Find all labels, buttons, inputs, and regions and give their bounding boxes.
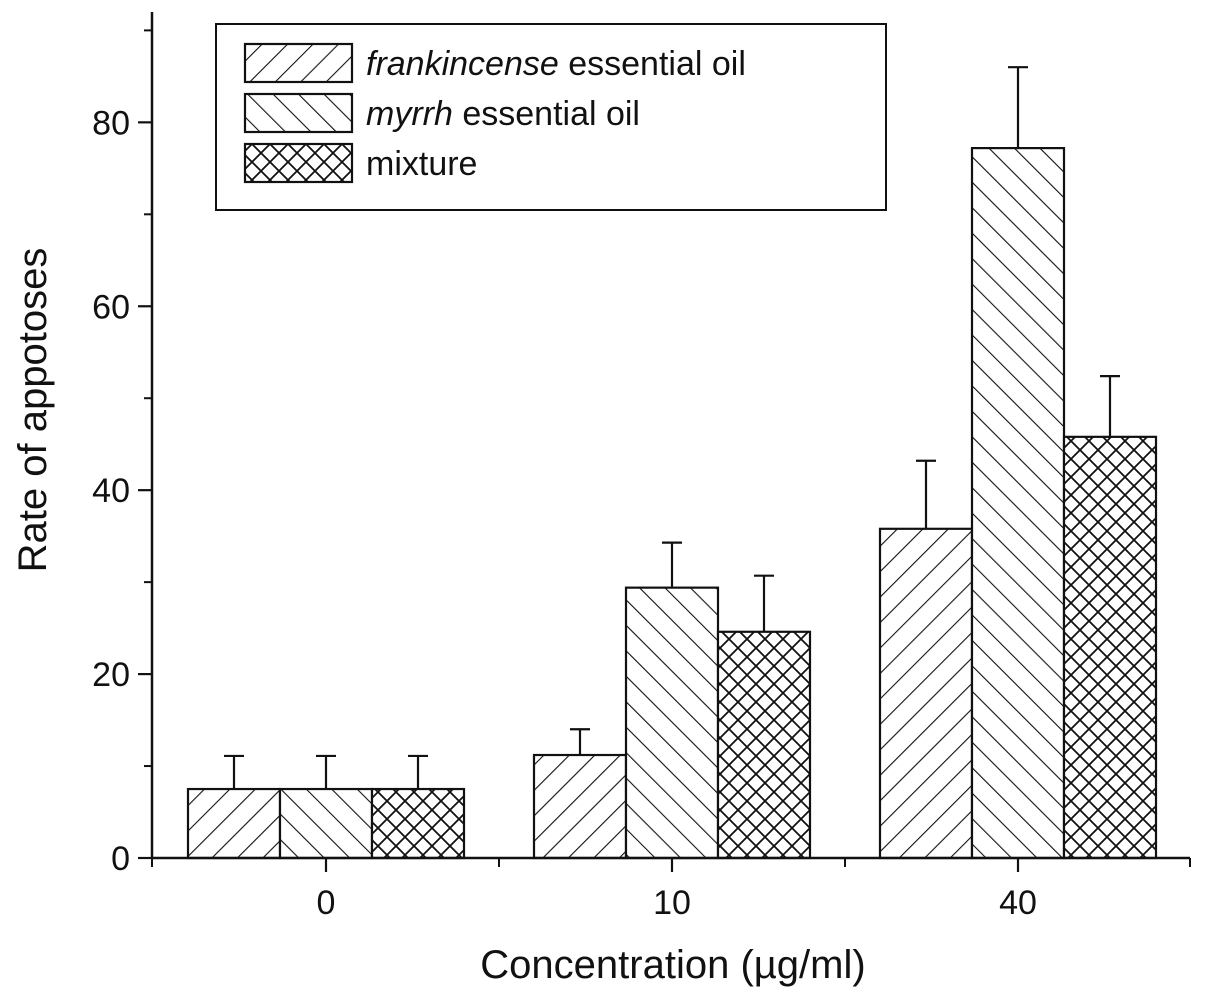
- y-tick-label-20: 20: [92, 656, 130, 694]
- legend-swatch-2: [243, 92, 354, 134]
- x-axis-title: Concentration (µg/ml): [480, 943, 865, 987]
- bars-group: [186, 146, 1158, 860]
- y-axis-title: Rate of appotoses: [11, 248, 55, 573]
- legend-swatch-3: [243, 142, 354, 184]
- y-tick-label-40: 40: [92, 472, 130, 510]
- bar-2-10: [624, 586, 720, 860]
- bar-1-0: [186, 787, 282, 860]
- legend: frankincense essential oil myrrh essentia…: [215, 23, 887, 211]
- x-tick-label-40: 40: [999, 884, 1037, 922]
- bar-3-0: [370, 787, 466, 860]
- bar-1-40: [878, 527, 974, 860]
- legend-swatch-1: [243, 42, 354, 84]
- x-tick-label-10: 10: [653, 884, 691, 922]
- legend-label-1: frankincense essential oil: [366, 45, 746, 83]
- y-tick-label-0: 0: [111, 840, 130, 878]
- y-tick-label-80: 80: [92, 104, 130, 142]
- bar-2-0: [278, 787, 374, 860]
- bar-1-10: [532, 753, 628, 860]
- bar-3-10: [716, 630, 812, 860]
- legend-label-3: mixture: [366, 145, 477, 183]
- bar-3-40: [1062, 435, 1158, 860]
- x-tick-label-0: 0: [317, 884, 336, 922]
- bar-2-40: [970, 146, 1066, 860]
- error-bars-group: [224, 66, 1120, 790]
- ticks-group: 0 20 40 60 80 0 10 40: [92, 29, 1191, 922]
- y-tick-label-60: 60: [92, 288, 130, 326]
- legend-label-2: myrrh essential oil: [366, 95, 640, 133]
